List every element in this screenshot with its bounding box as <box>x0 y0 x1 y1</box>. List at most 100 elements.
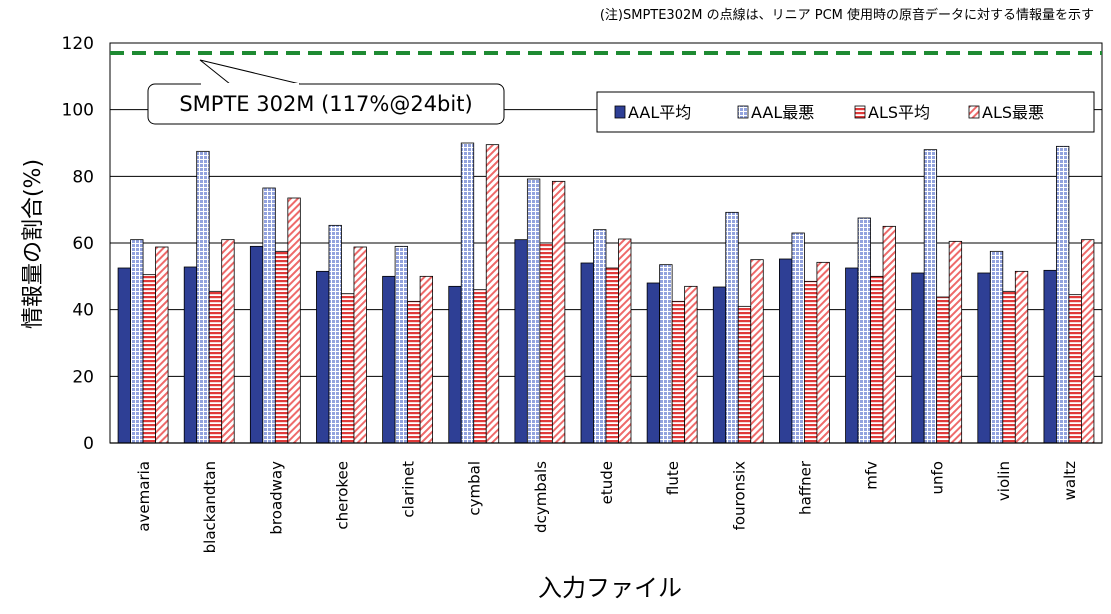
legend: AAL平均 AAL最悪 ALS平均 ALS最悪 <box>596 91 1095 133</box>
y-tick-label: 120 <box>62 34 94 54</box>
bar-4-etude <box>618 238 632 444</box>
bar-3-clarinet <box>407 300 421 444</box>
y-tick-label: 60 <box>72 234 94 254</box>
bar-4-avemaria <box>155 246 169 444</box>
bar-4-cherokee <box>353 246 367 444</box>
annotation-text: SMPTE 302M (117%@24bit) <box>179 92 472 116</box>
bar-2-fouronsix <box>725 211 739 444</box>
bar-2-etude <box>593 229 607 444</box>
bar-2-flute <box>659 264 673 444</box>
chart-note: (注)SMPTE302M の点線は、リニア PCM 使用時の原音データに対する情… <box>600 7 1094 23</box>
bar-2-cherokee <box>328 224 342 444</box>
bar-1-broadway <box>249 245 264 444</box>
x-tick-label: waltz <box>1061 461 1079 501</box>
bar-2-dcymbals <box>526 178 541 444</box>
bar-1-unfo <box>911 272 925 444</box>
y-tick-label: 80 <box>72 167 94 187</box>
bar-4-mfv <box>882 225 896 444</box>
bar-1-violin <box>977 272 991 444</box>
bar-3-etude <box>605 267 619 444</box>
bar-3-blackandtan <box>208 290 223 444</box>
x-tick-label: mfv <box>863 461 881 490</box>
x-tick-label: blackandtan <box>201 461 219 553</box>
x-tick-label: violin <box>995 461 1013 501</box>
legend-swatch-4 <box>968 105 980 119</box>
bar-4-haffner <box>816 261 830 444</box>
bar-2-clarinet <box>394 245 409 444</box>
bar-3-cherokee <box>341 293 355 444</box>
bar-1-clarinet <box>382 275 396 444</box>
y-tick-label: 20 <box>72 367 94 387</box>
y-tick-label: 40 <box>72 301 94 321</box>
legend-swatch-3 <box>854 105 866 119</box>
x-tick-label: fouronsix <box>730 461 748 530</box>
y-tick-label: 0 <box>83 434 94 454</box>
bar-1-waltz <box>1043 269 1057 444</box>
bar-4-waltz <box>1081 239 1095 444</box>
bar-1-fouronsix <box>712 286 727 444</box>
x-tick-label: broadway <box>267 461 285 535</box>
tick-labels: 0 20 40 60 80 100 120 avemaria blackandtan broadw… <box>62 34 1079 553</box>
y-axis-label: 情報量の割合(%) <box>21 159 46 329</box>
bar-2-broadway <box>262 187 276 444</box>
axes <box>109 42 1103 444</box>
bar-3-broadway <box>274 250 289 444</box>
x-tick-label: etude <box>598 461 616 504</box>
legend-swatch-1 <box>614 105 626 119</box>
x-axis-label: 入力ファイル <box>538 574 682 602</box>
bar-3-unfo <box>936 296 950 444</box>
bar-2-blackandtan <box>196 150 210 444</box>
bar-1-avemaria <box>117 267 131 444</box>
bar-3-avemaria <box>142 274 156 444</box>
bar-1-etude <box>580 262 594 444</box>
bar-3-waltz <box>1068 294 1082 444</box>
bar-2-haffner <box>791 232 805 444</box>
legend-swatch-2 <box>737 105 749 119</box>
legend-label-4: ALS最悪 <box>982 103 1044 122</box>
bar-4-dcymbals <box>551 180 566 444</box>
bar-2-cymbal <box>460 142 475 444</box>
y-tick-label: 100 <box>62 101 94 121</box>
legend-label-3: ALS平均 <box>868 103 930 122</box>
bar-1-blackandtan <box>183 266 198 444</box>
bar-3-fouronsix <box>737 305 752 444</box>
legend-label-2: AAL最悪 <box>751 103 814 122</box>
x-tick-label: haffner <box>796 460 814 515</box>
bar-2-unfo <box>923 149 938 444</box>
bar-4-cymbal <box>485 144 500 444</box>
annotation-callout: SMPTE 302M (117%@24bit) <box>147 59 505 125</box>
bar-3-violin <box>1002 290 1016 444</box>
bar-2-avemaria <box>130 239 144 444</box>
bar-3-mfv <box>870 275 884 444</box>
bar-4-broadway <box>287 197 301 444</box>
x-tick-label: unfo <box>929 461 947 494</box>
annotation-box <box>147 83 505 125</box>
bar-1-cherokee <box>316 270 330 444</box>
bar-1-dcymbals <box>514 239 528 444</box>
bars <box>117 142 1095 444</box>
annotation-pointer <box>199 59 301 85</box>
bar-4-unfo <box>948 240 963 444</box>
legend-box <box>596 91 1095 133</box>
bar-1-flute <box>646 282 661 444</box>
x-tick-label: flute <box>664 461 682 495</box>
x-tick-label: clarinet <box>400 461 418 518</box>
bar-3-flute <box>671 300 686 444</box>
bar-4-flute <box>684 285 698 444</box>
bar-4-fouronsix <box>750 259 764 444</box>
bar-3-haffner <box>804 280 818 444</box>
bar-1-mfv <box>845 267 859 444</box>
x-tick-label: cherokee <box>333 461 351 530</box>
bar-2-waltz <box>1056 145 1070 444</box>
x-tick-label: dcymbals <box>532 461 550 533</box>
bar-4-violin <box>1014 270 1029 444</box>
x-tick-label: avemaria <box>135 461 153 532</box>
bar-4-blackandtan <box>221 239 235 444</box>
bar-1-cymbal <box>448 285 462 444</box>
bar-4-clarinet <box>419 275 434 444</box>
bar-3-dcymbals <box>539 242 553 444</box>
bar-3-cymbal <box>473 289 487 444</box>
legend-label-1: AAL平均 <box>628 103 691 122</box>
